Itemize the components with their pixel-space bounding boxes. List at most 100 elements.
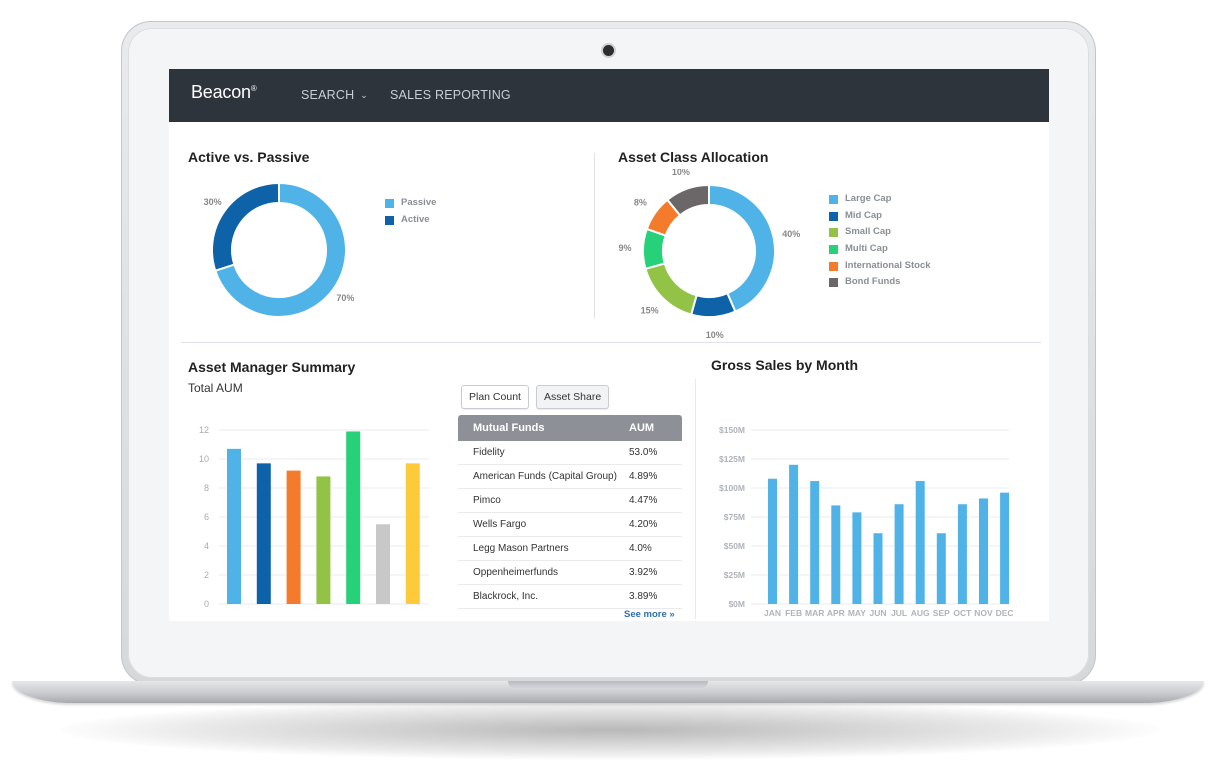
legend-swatch — [829, 245, 838, 255]
total-aum-label: Total AUM — [188, 381, 243, 395]
total-aum-bar-chart: 0 2 4 6 8 10 12 — [199, 425, 429, 609]
laptop-notch — [508, 681, 708, 689]
table-row[interactable]: Oppenheimerfunds 3.92% — [458, 561, 682, 585]
legend-label: International Stock — [845, 259, 931, 271]
active-passive-donut-chart: 70% 30% — [204, 181, 354, 318]
asset-class-legend-large-cap[interactable]: Large Cap — [829, 191, 931, 208]
sales-bar-jun[interactable] — [873, 533, 883, 604]
aum-bar-3[interactable] — [286, 470, 301, 604]
asset-class-donut-chart: 40% 10% 15% 9% 8% 10% — [619, 169, 801, 339]
asset-class-slice-large-cap[interactable] — [708, 183, 776, 313]
sales-bar-jan[interactable] — [768, 478, 777, 604]
plan-count-button[interactable]: Plan Count — [461, 385, 529, 409]
y-tick-label: 2 — [204, 570, 209, 580]
aum-cell: 3.89% — [629, 591, 658, 602]
sales-bar-dec[interactable] — [1000, 492, 1010, 604]
asset-class-legend-multi-cap[interactable]: Multi Cap — [829, 241, 931, 258]
y-tick-label: $125M — [719, 454, 745, 464]
aum-cell: 3.92% — [629, 567, 658, 578]
nav-sales-reporting[interactable]: SALES REPORTING — [390, 88, 511, 102]
asset-class-legend-bond-funds[interactable]: Bond Funds — [829, 274, 931, 291]
aum-bar-6[interactable] — [376, 524, 390, 604]
header-aum[interactable]: AUM — [629, 422, 655, 434]
x-tick-label-mar: MAR — [805, 608, 824, 618]
table-row[interactable]: Legg Mason Partners 4.0% — [458, 537, 682, 561]
x-tick-label-aug: AUG — [911, 608, 930, 618]
asset-class-label-mid-cap: 10% — [706, 330, 724, 339]
aum-bar-1[interactable] — [227, 448, 241, 604]
y-tick-label: $0M — [728, 599, 745, 609]
active-passive-legend-passive[interactable]: Passive — [385, 195, 436, 212]
aum-cell: 4.89% — [629, 471, 658, 482]
fund-name-cell: Oppenheimerfunds — [473, 567, 559, 578]
active-passive-label-passive: 70% — [336, 293, 354, 303]
sales-bar-apr[interactable] — [831, 505, 841, 604]
legend-swatch — [829, 228, 838, 238]
asset-class-label-bond-funds: 10% — [672, 169, 690, 177]
active-passive-slice-active[interactable] — [211, 181, 280, 272]
legend-swatch — [385, 215, 394, 225]
active-passive-legend-active[interactable]: Active — [385, 212, 436, 229]
aum-bar-5[interactable] — [346, 431, 361, 604]
table-row[interactable]: Wells Fargo 4.20% — [458, 513, 682, 537]
asset-class-legend-small-cap[interactable]: Small Cap — [829, 224, 931, 241]
x-tick-label-may: MAY — [848, 608, 866, 618]
aum-cell: 4.47% — [629, 495, 658, 506]
gross-sales-title: Gross Sales by Month — [711, 357, 859, 373]
legend-swatch — [829, 211, 838, 221]
x-tick-label-jan: JAN — [764, 608, 781, 618]
y-tick-label: $50M — [724, 541, 745, 551]
aum-cell: 4.0% — [629, 543, 652, 554]
active-passive-slice-passive[interactable] — [214, 181, 347, 318]
fund-name-cell: Fidelity — [473, 447, 505, 458]
x-tick-label-dec: DEC — [996, 608, 1014, 618]
fund-name-cell: American Funds (Capital Group) — [473, 471, 617, 482]
asset-class-legend-international-stock[interactable]: International Stock — [829, 258, 931, 275]
sales-bar-may[interactable] — [852, 512, 862, 604]
asset-class-slice-mid-cap[interactable] — [689, 291, 737, 318]
registered-mark: ® — [250, 84, 257, 93]
asset-class-label-small-cap: 15% — [641, 305, 659, 315]
sales-bar-jul[interactable] — [894, 504, 904, 604]
nav-search-label: SEARCH — [301, 88, 355, 102]
y-tick-label: 0 — [204, 599, 209, 609]
webcam-icon — [603, 45, 614, 56]
y-tick-label: $150M — [719, 425, 745, 435]
header-mutual-funds[interactable]: Mutual Funds — [473, 422, 545, 434]
see-more-link[interactable]: See more » — [624, 609, 675, 620]
panel-divider — [594, 153, 595, 318]
active-passive-label-active: 30% — [204, 197, 222, 207]
sales-bar-oct[interactable] — [957, 504, 967, 604]
aum-bar-7[interactable] — [405, 463, 420, 604]
sales-bar-sep[interactable] — [936, 533, 946, 604]
asset-class-legend-mid-cap[interactable]: Mid Cap — [829, 208, 931, 225]
asset-share-button[interactable]: Asset Share — [536, 385, 610, 409]
asset-class-label-multi-cap: 9% — [619, 243, 632, 253]
table-row[interactable]: Fidelity 53.0% — [458, 441, 682, 465]
table-row[interactable]: American Funds (Capital Group) 4.89% — [458, 465, 682, 489]
x-tick-label-sep: SEP — [933, 608, 950, 618]
aum-bar-4[interactable] — [316, 476, 331, 604]
legend-swatch — [829, 278, 838, 288]
y-tick-label: $75M — [724, 512, 745, 522]
table-row[interactable]: Pimco 4.47% — [458, 489, 682, 513]
aum-cell: 4.20% — [629, 519, 658, 530]
section-divider — [181, 342, 1041, 343]
legend-label: Multi Cap — [845, 243, 888, 255]
x-tick-label-feb: FEB — [785, 608, 802, 618]
asset-class-slice-bond-funds[interactable] — [665, 183, 710, 217]
x-tick-label-apr: APR — [827, 608, 845, 618]
table-row[interactable]: Blackrock, Inc. 3.89% — [458, 585, 682, 609]
sales-bar-aug[interactable] — [915, 481, 925, 604]
sales-bar-mar[interactable] — [810, 481, 820, 604]
y-tick-label: 6 — [204, 512, 209, 522]
aum-bar-2[interactable] — [256, 463, 271, 604]
asset-class-legend: Large Cap Mid Cap Small Cap Multi Cap Intern… — [829, 191, 931, 291]
beacon-logo[interactable]: Beacon® — [191, 82, 257, 102]
table-header: Mutual Funds AUM — [458, 415, 682, 441]
sales-bar-feb[interactable] — [789, 464, 799, 604]
sales-bar-nov[interactable] — [979, 498, 988, 604]
nav-search-menu[interactable]: SEARCH ⌄ — [301, 88, 368, 102]
mutual-funds-table: Mutual Funds AUM Fidelity 53.0% American F… — [458, 415, 682, 609]
